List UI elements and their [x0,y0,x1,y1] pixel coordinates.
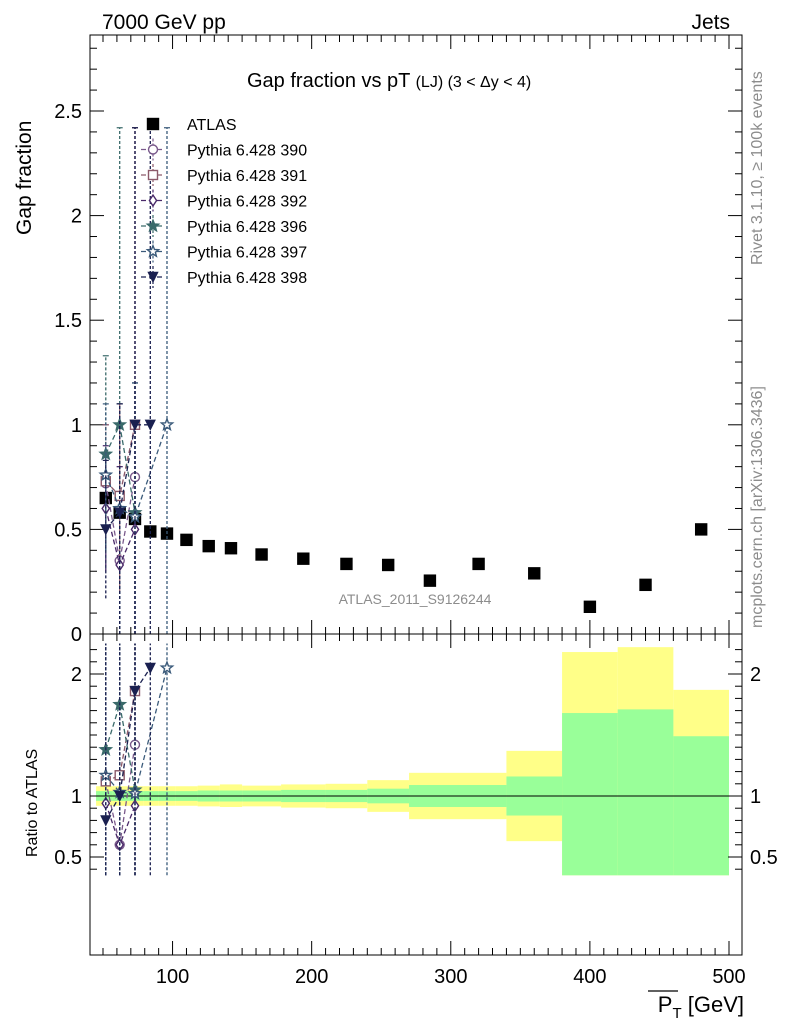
ratio-y-tick-label-right: 2 [750,664,761,686]
header-right: Jets [691,11,730,34]
ratio-y-tick-label-right: 1 [750,786,761,808]
data-point [202,539,215,553]
uncertainty-band-inner [562,713,618,876]
legend-entry: Pythia 6.428 398 [187,270,307,287]
series-line [105,424,168,518]
data-point [129,419,141,431]
ratio-y-axis-label: Ratio to ATLAS [24,749,41,857]
legend: ATLAS Pythia 6.428 390 Pythia 6.428 391 Pyt… [141,117,307,288]
y-tick-label: 1.5 [54,310,82,332]
data-point [144,419,156,431]
legend-entry: Pythia 6.428 397 [187,245,307,262]
y-tick-label: 0.5 [54,519,82,541]
data-point [114,507,126,519]
data-point [255,548,268,561]
ratio-panel: 0.5 0.5 1 1 2 2 100 200 300 400 500 Ratio to ATLAS P… [24,633,778,1022]
y-tick-label: 2 [71,206,82,228]
data-point [115,558,125,572]
data-point [639,578,652,592]
ratio-y-tick-label: 0.5 [54,847,82,869]
ratio-data-point [159,660,175,675]
legend-marker [146,117,160,131]
legend-marker [148,193,158,208]
data-point [381,558,395,572]
ratio-series-pythia-6-428-392 [101,643,140,876]
legend-entry: Pythia 6.428 392 [187,194,307,211]
data-point [297,552,310,565]
ratio-series-line [105,704,136,791]
data-point [224,542,238,555]
ratio-data-point [129,685,141,698]
legend-entry: Pythia 6.428 391 [187,168,307,185]
data-point [340,557,353,571]
ratio-frame [89,633,743,956]
ratio-data-point [114,790,126,803]
data-point [130,522,140,537]
legend-marker [145,218,161,233]
x-tick-label: 100 [156,966,189,988]
uncertainty-band-inner [673,736,729,876]
ratio-y-tick-label: 1 [71,786,82,808]
x-tick-label: 500 [712,966,745,988]
x-axis-label-unit: [GeV] [682,992,744,1017]
ratio-series-pythia-6-428-397 [98,643,175,876]
mcplots-label: mcplots.cern.ch [arXiv:1306.3436] [749,386,766,628]
data-point [528,567,541,580]
legend-entry: ATLAS [187,117,237,134]
ratio-y-tick-label: 2 [71,664,82,686]
x-tick-label: 400 [573,966,606,988]
data-point [180,533,193,547]
series-line [105,424,151,530]
ratio-data-point [144,662,156,674]
data-point [694,523,708,536]
series-pythia-6-428-398 [100,127,156,634]
chart-title-range: (3 < Δy < 4) [448,74,532,91]
data-point [472,557,485,571]
ratio-data [98,643,175,876]
x-axis-label-sub: T [672,1005,681,1022]
legend-entry: Pythia 6.428 390 [187,143,307,160]
y-tick-label: 0 [71,624,82,646]
chart-title: Gap fraction vs pT (LJ) (3 < Δy < 4) [247,70,531,92]
chart-title-small: (LJ) [416,74,448,91]
ratio-series-pythia-6-428-398 [100,643,156,876]
ratio-data-point [130,799,140,813]
ratio-data-point [100,815,112,827]
header-left: 7000 GeV pp [102,11,226,34]
x-axis-label-main: P [658,992,673,1017]
series-pythia-6-428-390 [100,127,141,634]
y-axis-label: Gap fraction [13,121,36,235]
series-line [105,476,136,561]
ratio-series-line [105,667,168,795]
legend-marker [147,271,159,284]
main-data [98,127,708,634]
rivet-label: Rivet 3.1.10, ≥ 100k events [749,71,766,265]
analysis-watermark: ATLAS_2011_S9126244 [339,591,492,607]
legend-marker [147,169,159,181]
data-point [100,524,112,536]
x-tick-label: 200 [295,966,328,988]
y-tick-label: 2.5 [54,101,82,123]
uncertainty-band-inner [617,709,674,876]
data-point [423,574,437,587]
ratio-series-line [105,690,136,782]
x-tick-label: 300 [434,966,467,988]
main-panel: 0 0.5 1 1.5 2 2.5 Gap fraction vs pT (LJ) (3 <… [13,34,743,646]
legend-marker [147,144,159,155]
ratio-series-line [105,667,151,821]
legend-entry: Pythia 6.428 396 [187,219,307,236]
y-tick-label: 1 [71,415,82,437]
series-pythia-6-428-397 [98,127,175,634]
legend-marker [145,243,161,258]
data-point [583,600,597,614]
ratio-y-tick-label-right: 0.5 [750,847,778,869]
ratio-series-line [105,803,136,847]
x-axis-label: PT [GeV] [658,992,744,1022]
ratio-bands [96,647,729,876]
data-point [159,416,175,432]
